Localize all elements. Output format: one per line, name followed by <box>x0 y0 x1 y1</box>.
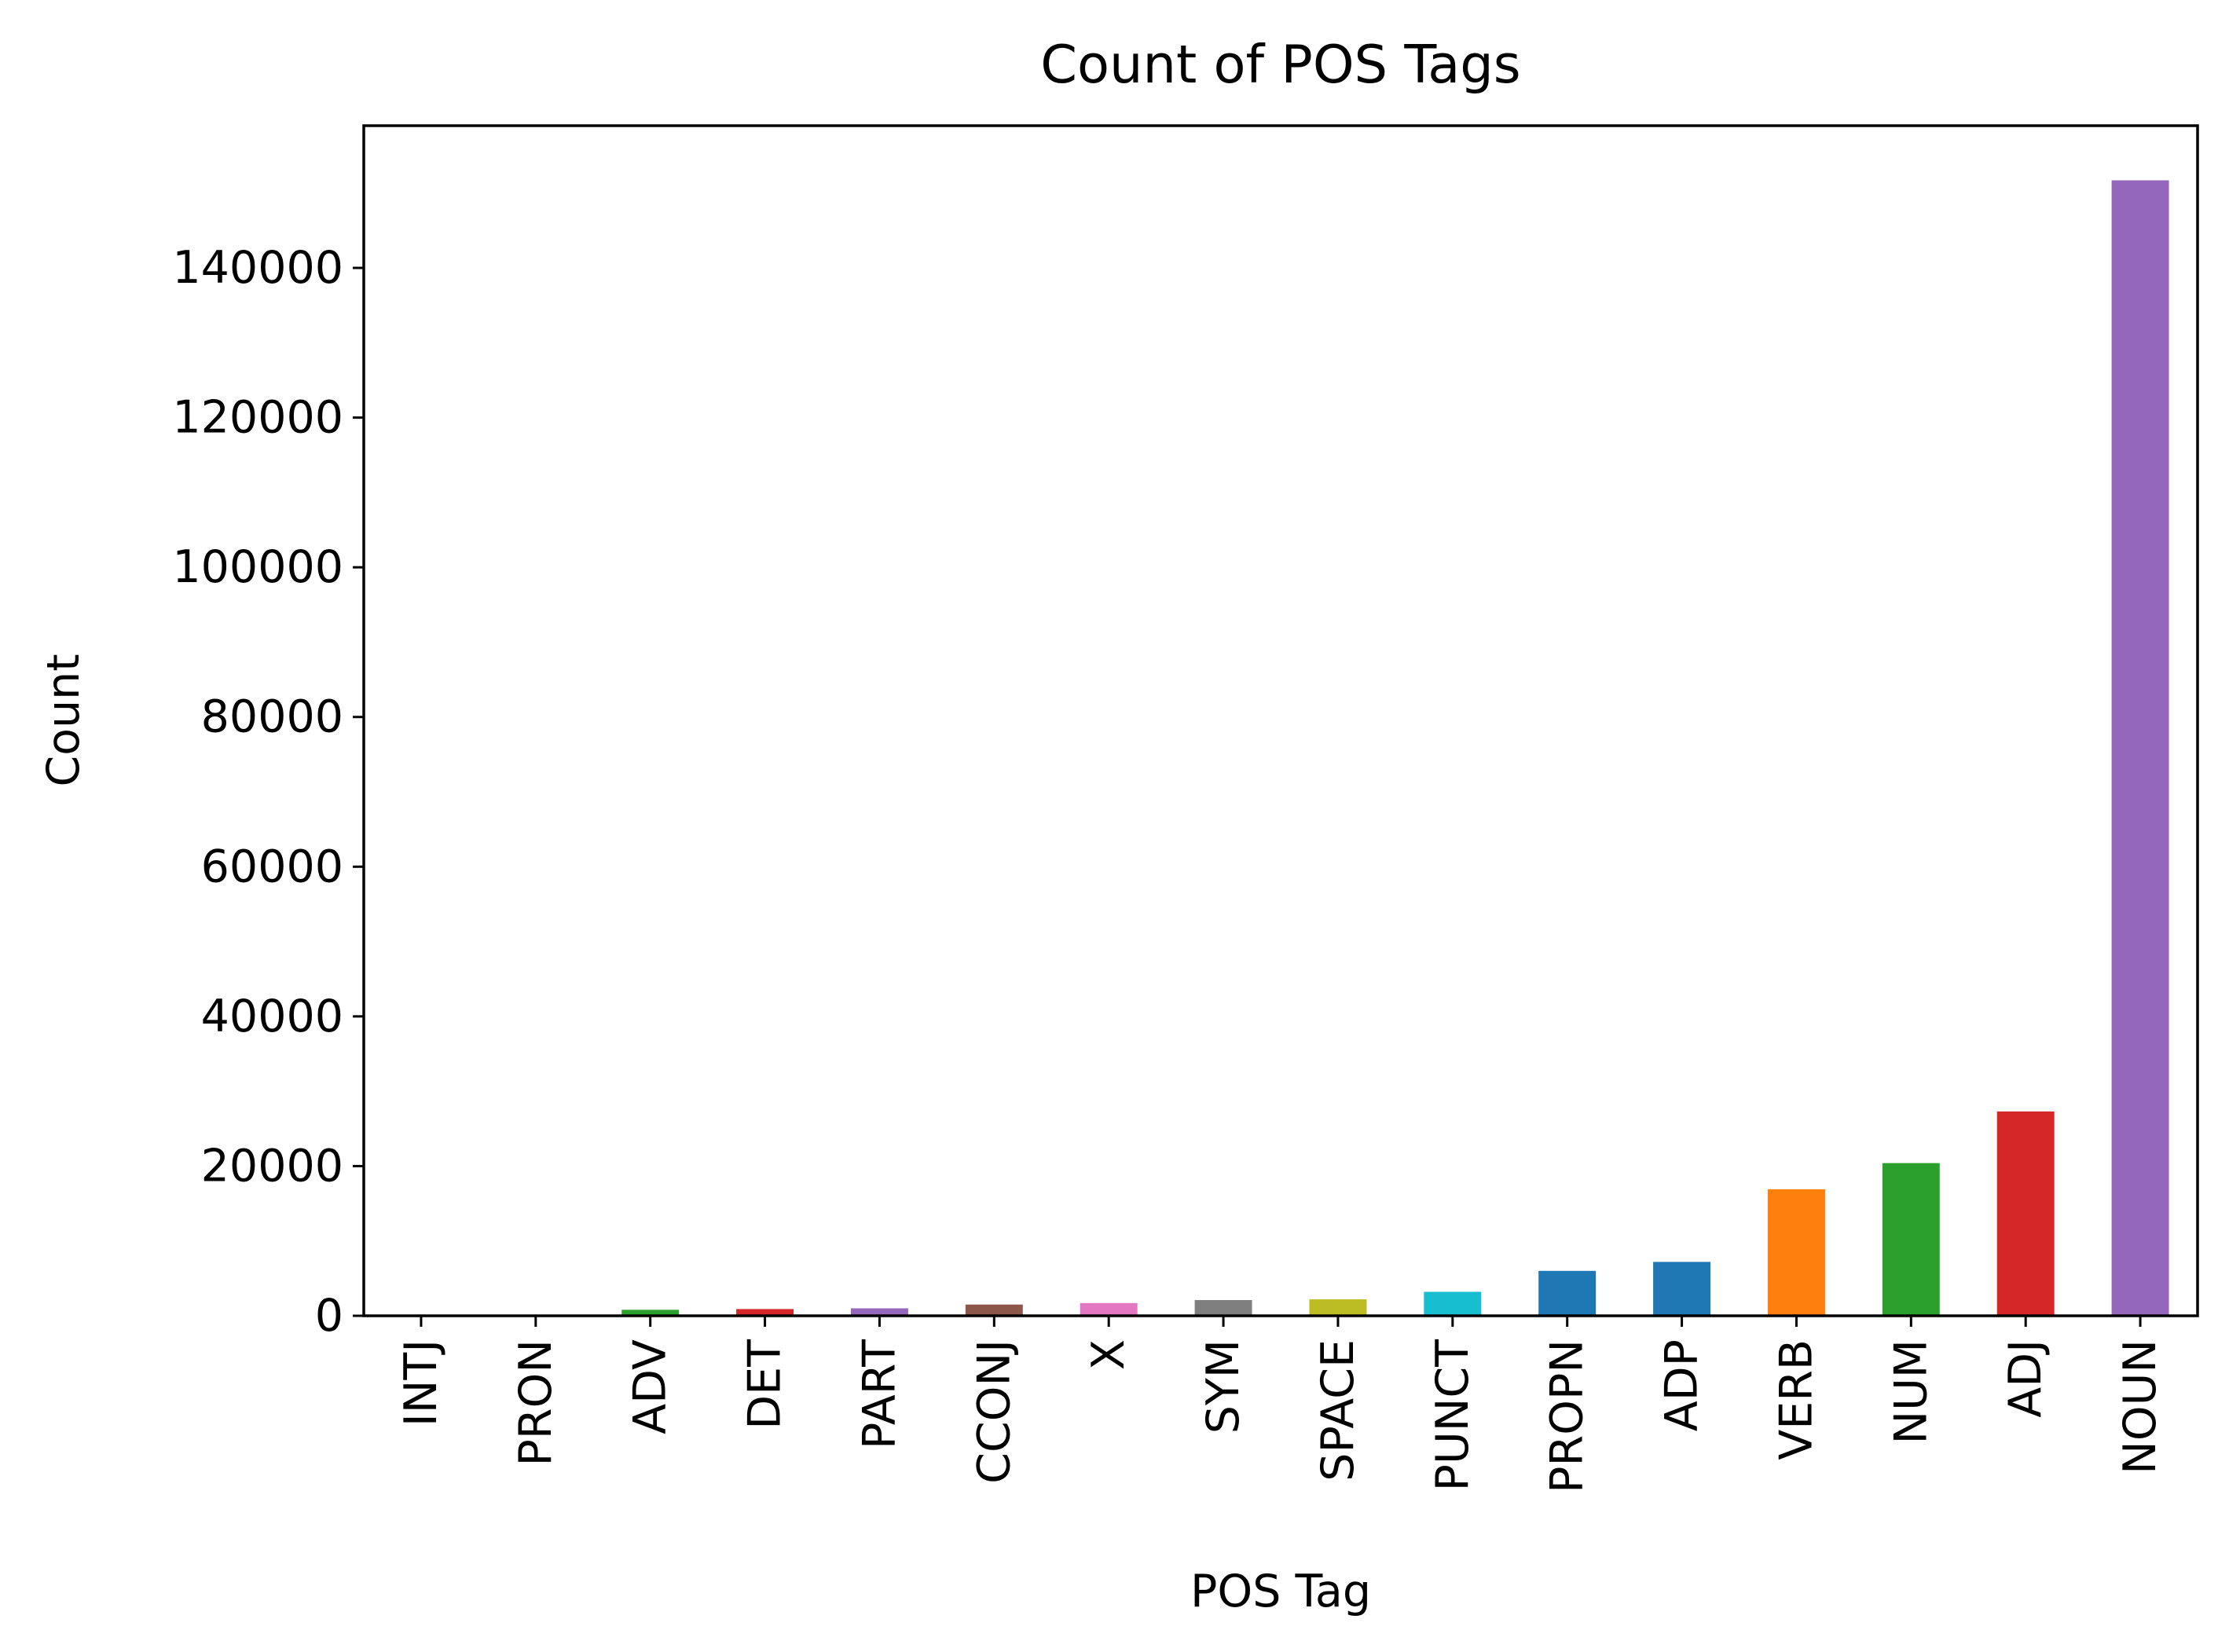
y-tick-label: 80000 <box>201 691 343 743</box>
bar-verb <box>1768 1189 1825 1316</box>
bar-num <box>1883 1163 1940 1316</box>
x-tick-label: NOUN <box>2114 1339 2166 1474</box>
x-tick-label: ADJ <box>2000 1339 2051 1418</box>
x-tick-label: SYM <box>1197 1339 1249 1434</box>
chart-title: Count of POS Tags <box>1040 34 1520 95</box>
x-tick-label: NUM <box>1885 1339 1937 1445</box>
bar-cconj <box>966 1305 1023 1316</box>
bar-space <box>1309 1299 1366 1316</box>
x-tick-label: INTJ <box>395 1339 447 1427</box>
x-tick-label: PRON <box>510 1339 562 1466</box>
bar-adp <box>1653 1262 1710 1316</box>
x-tick-label: ADP <box>1656 1339 1708 1431</box>
bar-x <box>1080 1303 1138 1316</box>
x-tick-label: DET <box>739 1339 791 1430</box>
x-tick-label: ADV <box>625 1339 676 1434</box>
bar-noun <box>2112 181 2169 1316</box>
y-tick-label: 40000 <box>201 991 343 1042</box>
y-tick-label: 140000 <box>172 242 343 294</box>
bar-sym <box>1195 1300 1252 1316</box>
y-tick-label: 100000 <box>172 541 343 593</box>
y-tick-label: 120000 <box>172 392 343 444</box>
bar-adj <box>1997 1112 2055 1316</box>
y-tick-label: 0 <box>315 1290 343 1342</box>
x-tick-label: PART <box>853 1339 905 1449</box>
x-tick-label: X <box>1083 1339 1135 1370</box>
x-tick-label: CCONJ <box>968 1339 1020 1484</box>
x-axis-label: POS Tag <box>1190 1566 1371 1617</box>
y-tick-label: 60000 <box>201 841 343 892</box>
bar-punct <box>1424 1292 1481 1316</box>
x-tick-label: VERB <box>1770 1339 1822 1460</box>
y-tick-label: 20000 <box>201 1140 343 1192</box>
y-axis-label: Count <box>38 654 90 786</box>
x-tick-label: PROPN <box>1542 1339 1593 1493</box>
x-tick-label: SPACE <box>1312 1339 1364 1482</box>
x-tick-label: PUNCT <box>1427 1339 1479 1492</box>
bar-propn <box>1538 1271 1596 1316</box>
